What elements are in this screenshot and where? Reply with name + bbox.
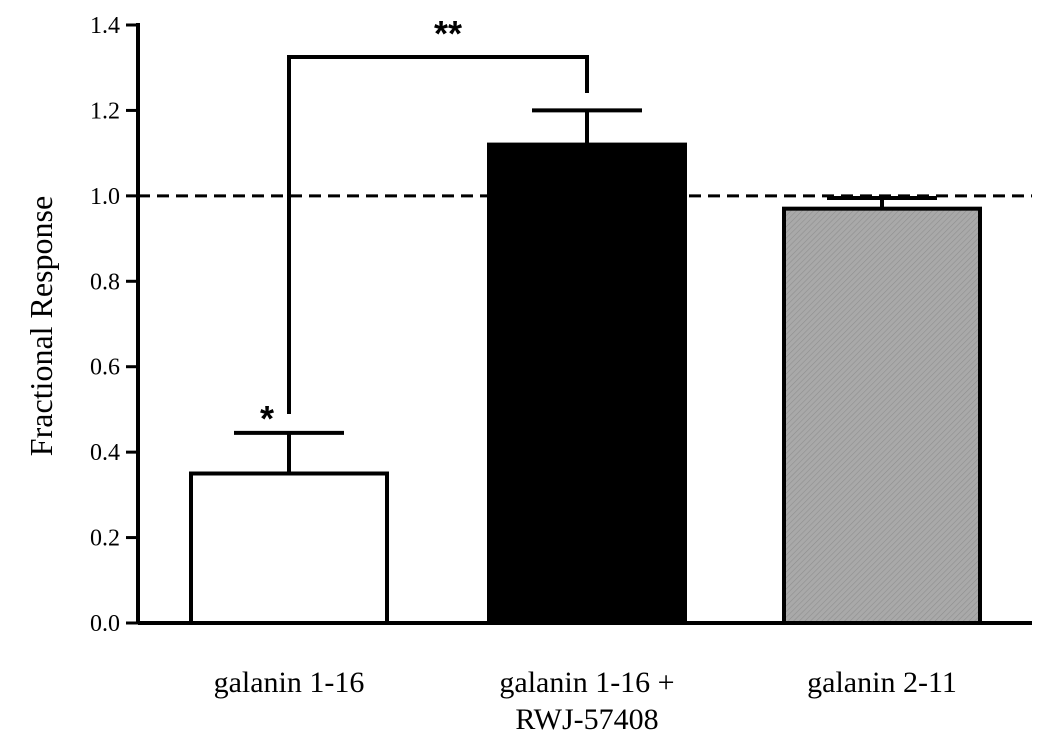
y-tick-label-6: 1.2 — [90, 98, 120, 124]
y-tick-label-5: 1.0 — [90, 184, 120, 210]
bar-2 — [782, 206, 982, 626]
x-category-label-1-1: RWJ-57408 — [515, 703, 658, 736]
bar-1 — [487, 142, 687, 625]
x-category-label-1-0: galanin 1-16 + — [499, 666, 674, 699]
y-axis-title: Fractional Response — [23, 196, 59, 456]
x-category-label-0-0: galanin 1-16 — [214, 666, 365, 699]
bar-0 — [189, 471, 389, 625]
x-category-label-2-0: galanin 2-11 — [807, 666, 957, 699]
y-tick-label-1: 0.2 — [90, 526, 120, 552]
significance-bracket — [287, 55, 589, 414]
y-tick-label-0: 0.0 — [90, 611, 120, 637]
y-tick-label-4: 0.8 — [90, 269, 120, 295]
y-tick-label-2: 0.4 — [90, 440, 120, 466]
y-tick-label-3: 0.6 — [90, 355, 120, 381]
significance-mark-single: * — [260, 398, 274, 439]
y-tick-label-7: 1.4 — [90, 13, 120, 39]
significance-mark-double: ** — [434, 13, 462, 54]
